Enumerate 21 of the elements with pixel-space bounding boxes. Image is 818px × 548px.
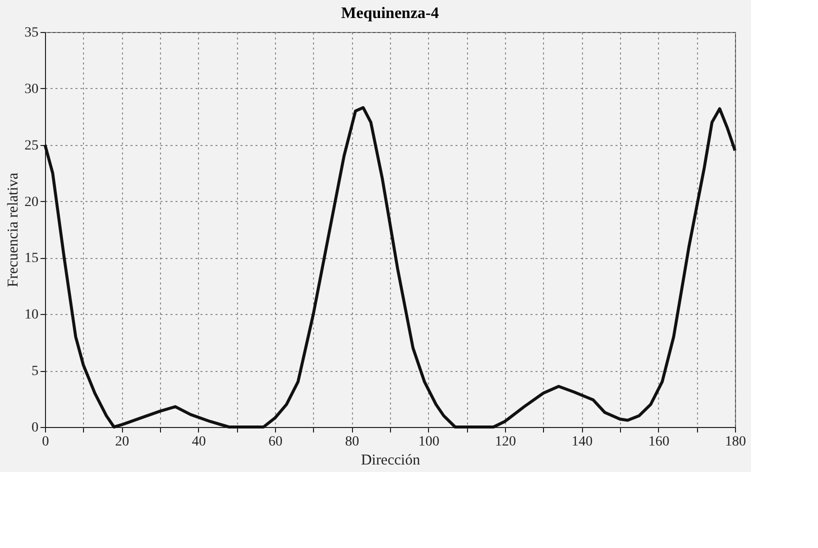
y-tick-label: 15 <box>24 251 38 266</box>
y-tick-label: 30 <box>24 82 38 97</box>
y-tick-label: 35 <box>24 26 38 40</box>
chart-title: Mequinenza-4 <box>341 5 439 22</box>
y-tick-label: 5 <box>32 364 38 380</box>
x-tick-label: 120 <box>495 434 516 450</box>
y-tick-label: 20 <box>24 194 38 210</box>
x-tick-label: 160 <box>648 434 670 450</box>
x-tick-label: 80 <box>345 434 360 450</box>
y-tick-label: 25 <box>24 138 38 154</box>
x-tick-label: 0 <box>42 434 49 450</box>
y-axis-title: Frecuencia relativa <box>6 172 22 288</box>
x-tick-label: 60 <box>268 434 282 450</box>
x-tick-label: 140 <box>572 434 593 450</box>
y-tick-label: 10 <box>24 308 38 323</box>
x-tick-label: 100 <box>418 434 440 450</box>
x-axis-title: Dirección <box>360 452 421 468</box>
x-tick-label: 180 <box>725 434 746 450</box>
x-tick-label: 40 <box>192 434 206 450</box>
y-tick-label: 0 <box>32 420 38 436</box>
x-tick-label: 20 <box>115 434 130 450</box>
